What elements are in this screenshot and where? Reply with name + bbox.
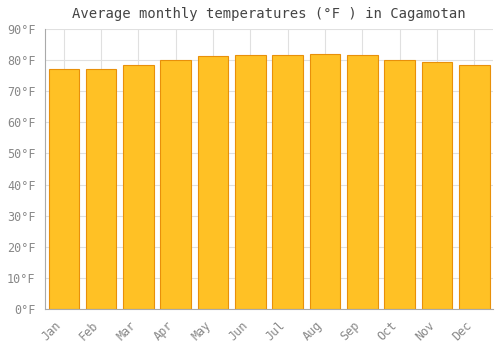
Title: Average monthly temperatures (°F ) in Cagamotan: Average monthly temperatures (°F ) in Ca…	[72, 7, 466, 21]
Bar	[422, 62, 452, 309]
Bar	[310, 54, 340, 309]
Bar	[48, 69, 79, 309]
Bar	[123, 65, 154, 309]
Bar	[384, 60, 415, 309]
Bar	[272, 56, 303, 309]
Bar	[86, 69, 117, 309]
Bar	[459, 65, 490, 309]
Bar	[235, 55, 266, 309]
Bar	[347, 56, 378, 309]
Bar	[160, 60, 191, 309]
Bar	[198, 56, 228, 309]
